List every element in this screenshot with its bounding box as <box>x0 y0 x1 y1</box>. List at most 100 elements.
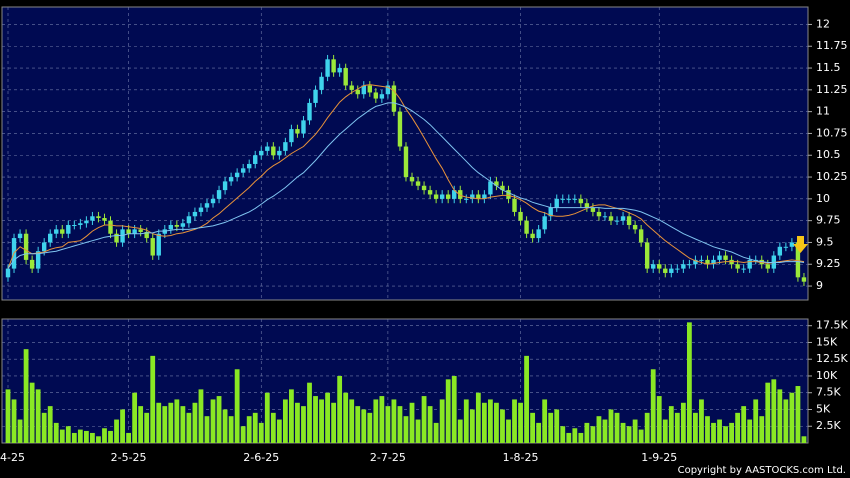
volume-bar <box>518 402 523 443</box>
signal-arrow <box>793 236 808 253</box>
volume-bar <box>602 419 608 443</box>
volume-bar <box>536 422 542 443</box>
candle-body <box>783 246 789 248</box>
volume-bar <box>83 430 89 443</box>
candle-body <box>367 85 372 93</box>
candle-body <box>216 190 222 199</box>
volume-bar <box>307 382 312 443</box>
volume-bar <box>337 375 343 443</box>
y-tick-label: 7.5K <box>816 386 841 399</box>
volume-bar <box>620 422 626 443</box>
volume-bar <box>246 416 252 443</box>
y-tick-label: 10.25 <box>816 170 848 183</box>
candle-body <box>518 211 523 221</box>
volume-bar <box>475 392 481 443</box>
candle-body <box>711 259 716 265</box>
volume-bar <box>626 426 632 443</box>
volume-bar <box>264 392 270 443</box>
volume-bar <box>5 389 11 443</box>
volume-bar <box>114 419 119 443</box>
y-tick-label: 9.25 <box>816 257 841 270</box>
candle-body <box>132 229 137 234</box>
candle-body <box>289 129 294 143</box>
candle-body <box>240 168 246 173</box>
volume-bar <box>674 412 680 443</box>
candle-body <box>228 177 234 182</box>
volume-bar <box>427 406 433 443</box>
x-tick-label: 1-9-25 <box>641 451 677 464</box>
volume-bar <box>409 402 415 443</box>
volume-bar <box>717 419 722 443</box>
y-tick-label: 15K <box>816 335 838 348</box>
candle-body <box>663 268 668 273</box>
volume-bar <box>632 419 638 443</box>
volume-bar <box>162 406 168 443</box>
y-tick-label: 10.5 <box>816 148 841 161</box>
candle-body <box>403 146 409 178</box>
volume-bar <box>144 412 150 443</box>
volume-bar <box>686 322 692 443</box>
candle-body <box>482 194 487 199</box>
candle-body <box>108 220 113 234</box>
candle-body <box>168 225 174 230</box>
candle-body <box>265 146 270 151</box>
volume-bar <box>240 426 246 443</box>
volume-bar <box>723 426 728 443</box>
volume-bar <box>90 432 95 443</box>
volume-bar <box>680 402 686 443</box>
volume-bar <box>668 406 674 443</box>
candle-body <box>102 218 107 221</box>
candle-body <box>283 142 288 151</box>
candle-body <box>397 111 403 147</box>
volume-bar <box>572 428 578 443</box>
volume-bar <box>325 392 330 443</box>
candle-body <box>361 85 366 95</box>
candle-body <box>126 229 131 234</box>
volume-bar <box>566 432 572 443</box>
volume-bar <box>210 399 216 443</box>
volume-bar <box>282 399 288 443</box>
volume-bar <box>481 402 487 443</box>
candle-body <box>536 229 541 239</box>
volume-bar <box>644 412 650 443</box>
candle-body <box>78 223 83 226</box>
volume-bar <box>638 429 644 443</box>
candle-body <box>657 264 662 269</box>
candle-body <box>433 194 439 199</box>
candle-body <box>494 181 499 186</box>
volume-bar <box>186 412 192 443</box>
candle-body <box>789 242 795 247</box>
y-tick-label: 11.5 <box>816 61 841 74</box>
volume-bar <box>252 412 258 443</box>
candle-body <box>452 190 457 199</box>
volume-bar <box>463 399 469 443</box>
volume-bar <box>735 412 741 443</box>
volume-bar <box>373 399 379 443</box>
candle-body <box>578 198 584 204</box>
candle-body <box>801 277 807 282</box>
volume-bar <box>228 416 234 443</box>
candle-body <box>5 268 11 278</box>
volume-bar <box>379 396 385 443</box>
candle-body <box>421 185 427 191</box>
volume-bar <box>397 406 403 443</box>
moving-average <box>7 102 805 269</box>
moving-average <box>7 84 805 269</box>
volume-bar <box>590 426 596 443</box>
candle-body <box>253 155 258 164</box>
candle-body <box>355 89 360 95</box>
candle-body <box>765 264 770 269</box>
volume-bar <box>560 426 566 443</box>
volume-bar <box>204 416 210 443</box>
volume-bar <box>270 412 276 443</box>
volume-bar <box>614 412 620 443</box>
volume-bar <box>174 399 180 443</box>
candle-body <box>602 216 608 218</box>
volume-bar <box>578 432 584 443</box>
volume-bar <box>222 409 228 443</box>
candle-body <box>560 198 565 200</box>
volume-bar <box>126 432 131 443</box>
volume-bar <box>349 399 355 443</box>
candle-body <box>29 259 35 269</box>
volume-bar <box>391 399 397 443</box>
